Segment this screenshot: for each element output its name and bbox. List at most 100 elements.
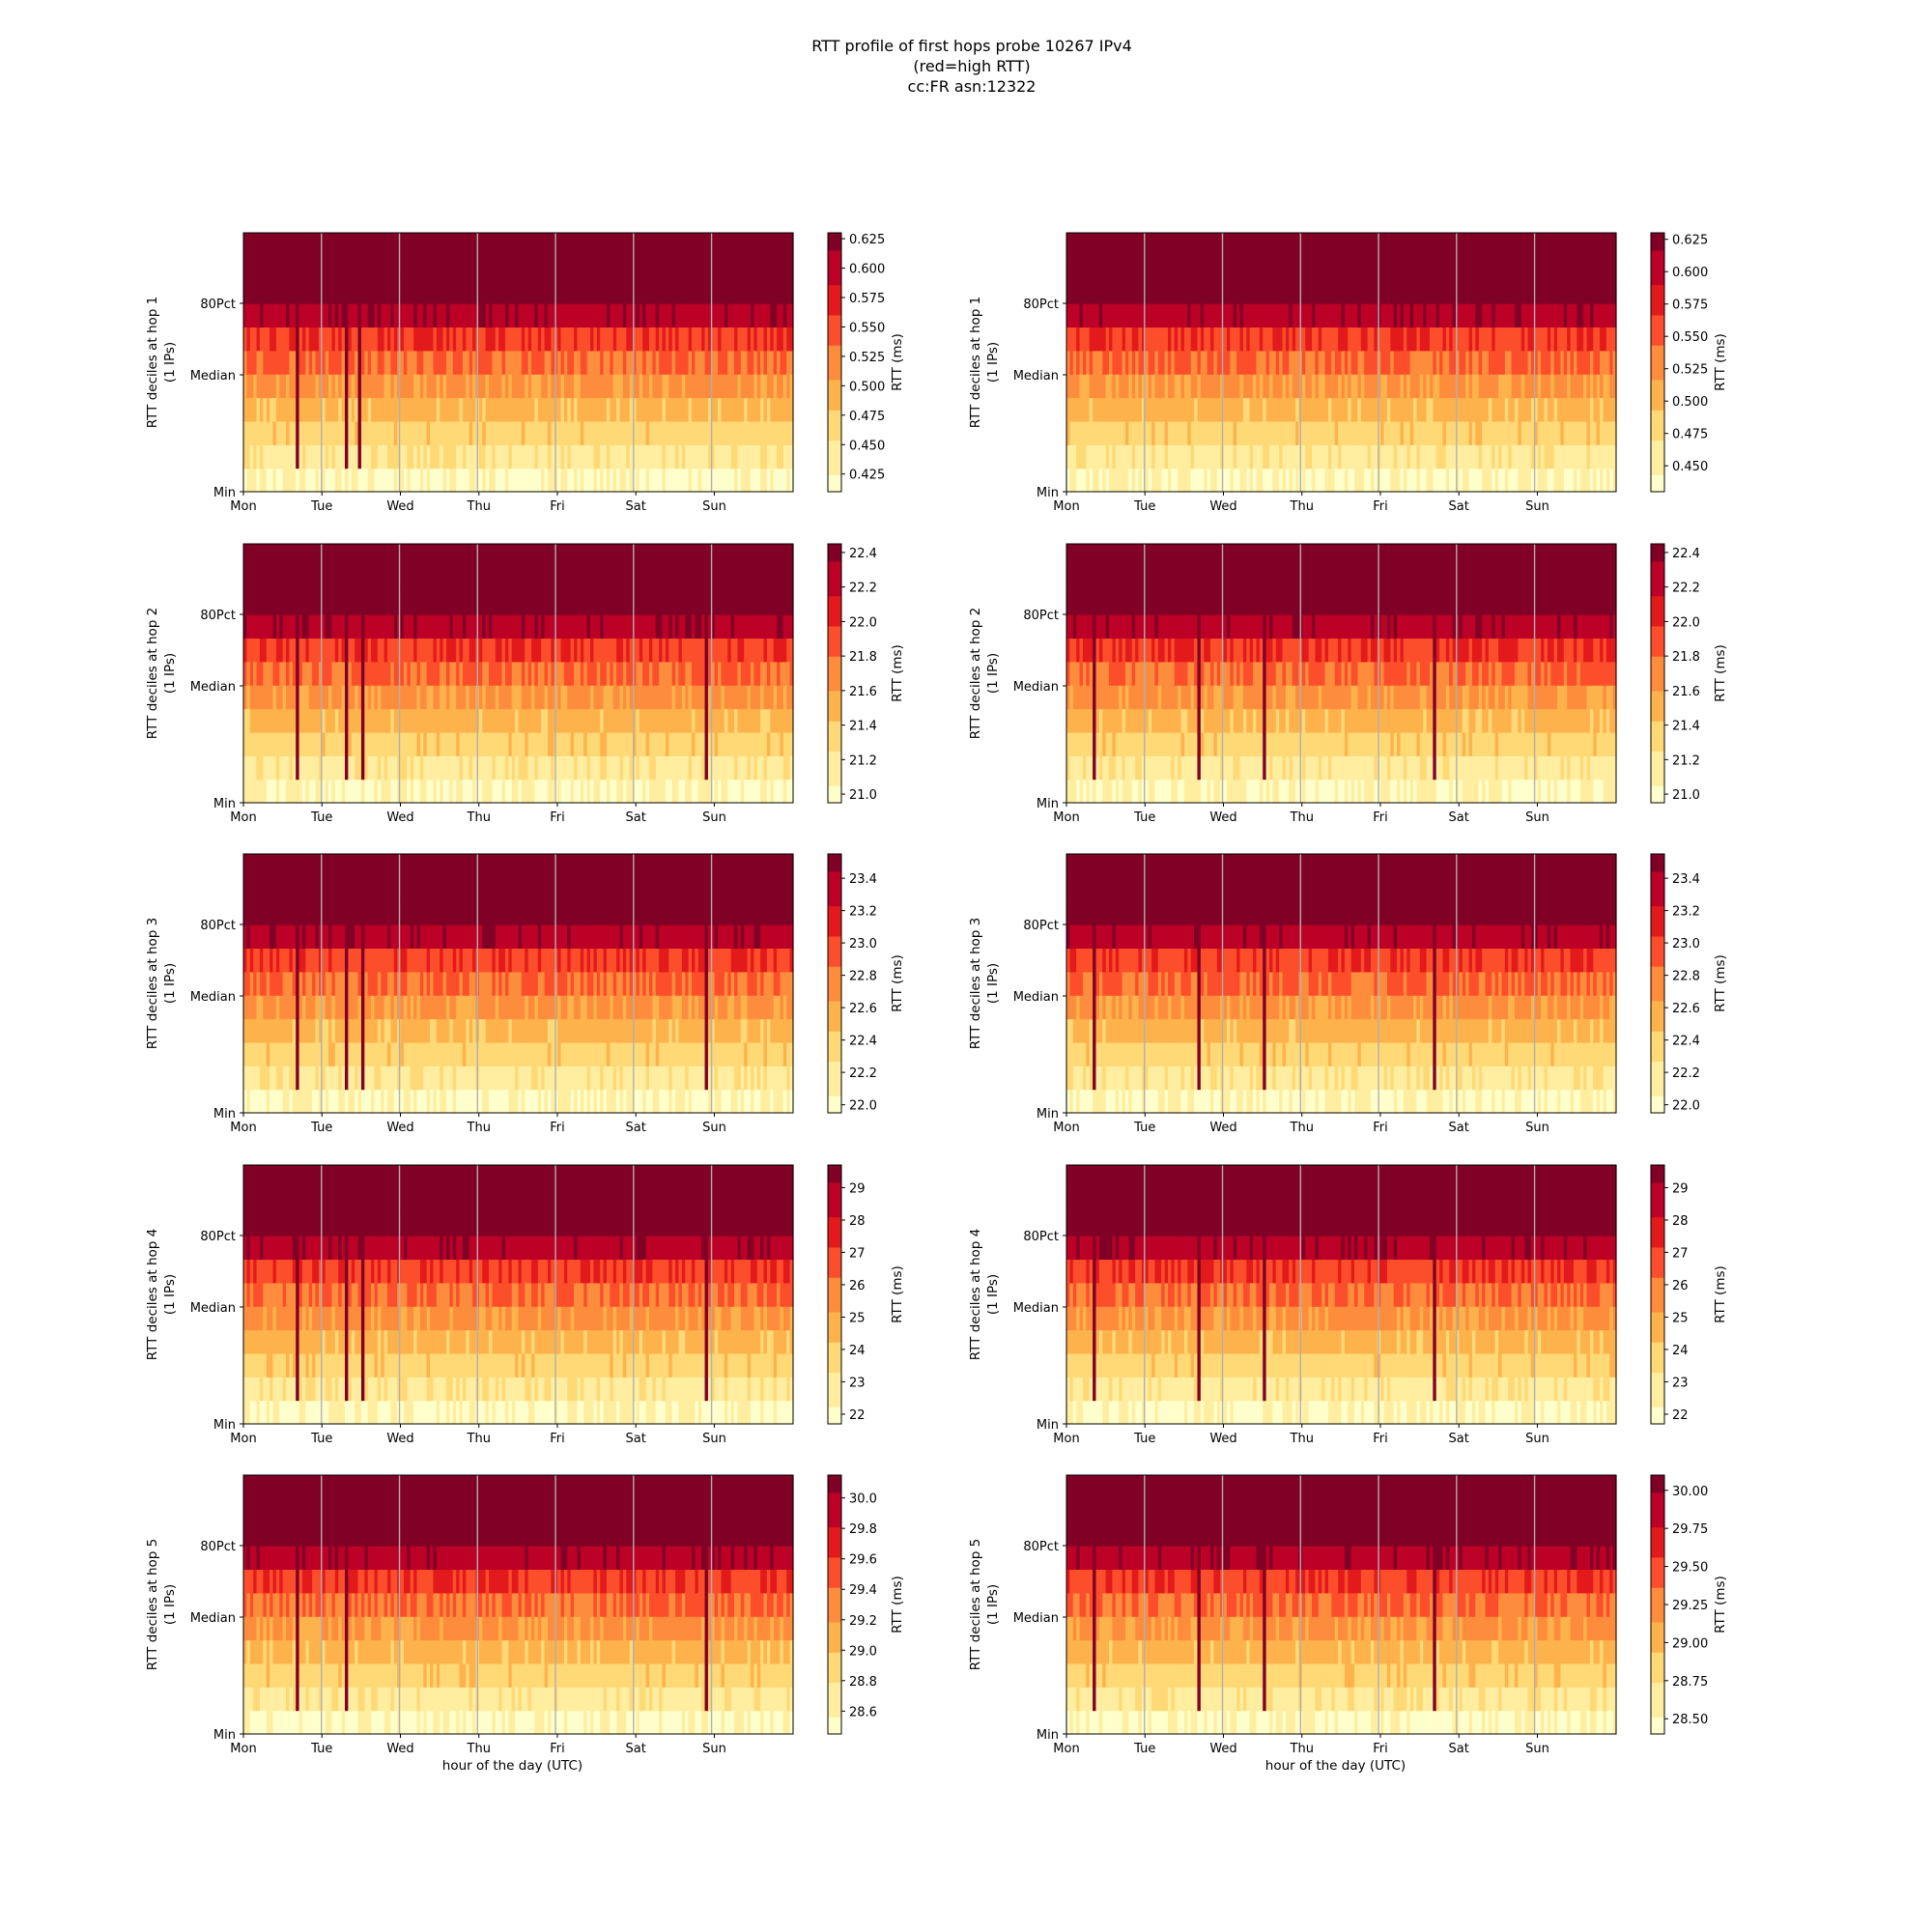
- heat-cell: [744, 279, 749, 304]
- heat-cell: [1406, 397, 1411, 422]
- heat-cell: [1600, 327, 1605, 352]
- heat-cell: [384, 420, 388, 445]
- heat-cell: [1530, 420, 1535, 445]
- heat-cell: [619, 397, 624, 422]
- heat-cell: [445, 567, 450, 592]
- heat-cell: [445, 685, 450, 710]
- heat-cell: [1612, 420, 1617, 445]
- heat-cell: [322, 420, 327, 445]
- heat-cell: [1390, 420, 1395, 445]
- heat-cell: [1102, 327, 1107, 352]
- heat-cell: [413, 256, 418, 281]
- heat-cell: [459, 567, 464, 592]
- heat-cell: [266, 256, 270, 281]
- heat-cell: [1605, 233, 1610, 257]
- heat-cell: [1397, 327, 1402, 352]
- heat-cell: [1397, 233, 1402, 257]
- heat-cell: [521, 397, 526, 422]
- heat-cell: [544, 374, 549, 399]
- heat-cell: [1409, 327, 1414, 352]
- heat-cell: [449, 567, 454, 592]
- heat-cell: [249, 420, 254, 445]
- heat-cell: [1161, 233, 1166, 257]
- colorbar-step: [1651, 233, 1664, 239]
- heat-cell: [551, 279, 555, 304]
- heat-cell: [377, 374, 382, 399]
- heat-cell: [462, 444, 467, 469]
- heat-cell: [348, 614, 353, 639]
- heat-cell: [1148, 303, 1152, 328]
- heat-cell: [721, 420, 725, 445]
- heat-cell: [1154, 420, 1159, 445]
- heat-cell: [1560, 397, 1565, 422]
- heat-cell: [1557, 256, 1562, 281]
- heat-cell: [351, 731, 355, 756]
- heat-cell: [544, 279, 549, 304]
- heat-cell: [688, 468, 693, 493]
- colorbar-step: [828, 280, 841, 286]
- heat-cell: [1596, 397, 1601, 422]
- heat-cell: [1305, 444, 1310, 469]
- colorbar-step: [828, 301, 841, 307]
- heat-cell: [322, 755, 327, 781]
- heat-cell: [393, 708, 398, 733]
- heat-cell: [1452, 420, 1457, 445]
- heat-cell: [1178, 444, 1182, 469]
- heat-cell: [1494, 350, 1499, 375]
- heat-cell: [1109, 303, 1114, 328]
- heat-cell: [504, 685, 509, 710]
- heat-cell: [1102, 468, 1107, 493]
- heat-cell: [279, 468, 284, 493]
- heat-cell: [648, 397, 653, 422]
- heat-cell: [1478, 350, 1483, 375]
- heat-cell: [478, 397, 483, 422]
- heat-cell: [469, 685, 473, 710]
- heat-cell: [433, 638, 438, 663]
- heat-cell: [1253, 256, 1258, 281]
- heat-cell: [1157, 350, 1162, 375]
- heat-cell: [1583, 279, 1588, 304]
- heat-cell: [1579, 233, 1584, 257]
- heat-cell: [1308, 327, 1313, 352]
- heat-cell: [1435, 303, 1440, 328]
- heat-cell: [1263, 279, 1267, 304]
- heat-cell: [286, 444, 291, 469]
- heat-cell: [436, 233, 440, 257]
- heat-cell: [508, 731, 513, 756]
- heat-cell: [331, 685, 336, 710]
- heat-cell: [541, 420, 546, 445]
- heat-cell: [557, 614, 562, 639]
- heat-cell: [747, 397, 752, 422]
- heat-cell: [456, 303, 461, 328]
- heat-cell: [495, 590, 499, 615]
- heat-cell: [782, 279, 787, 304]
- heat-cell: [351, 279, 355, 304]
- heat-cell: [1151, 350, 1156, 375]
- heat-cell: [1504, 233, 1509, 257]
- heat-cell: [318, 708, 323, 733]
- heat-cell: [665, 420, 669, 445]
- heat-cell: [1406, 303, 1411, 328]
- heat-cell: [1207, 350, 1211, 375]
- heat-cell: [1609, 327, 1614, 352]
- heat-cell: [675, 350, 680, 375]
- heat-cell: [1079, 420, 1084, 445]
- heat-cell: [1465, 374, 1470, 399]
- heat-cell: [492, 420, 497, 445]
- heat-cell: [557, 731, 562, 756]
- colorbar-tick-label: 0.575: [849, 292, 885, 306]
- heat-cell: [259, 755, 264, 781]
- heat-cell: [534, 590, 539, 615]
- heat-cell: [1253, 350, 1258, 375]
- heat-cell: [298, 350, 303, 375]
- heat-cell: [1259, 374, 1264, 399]
- heat-cell: [292, 327, 297, 352]
- heat-cell: [426, 685, 431, 710]
- colorbar-step: [828, 483, 841, 489]
- heat-cell: [714, 397, 719, 422]
- colorbar-step: [1651, 336, 1664, 342]
- heat-cell: [501, 638, 506, 663]
- heat-cell: [1204, 327, 1208, 352]
- heat-cell: [1360, 468, 1365, 493]
- heat-cell: [296, 661, 300, 686]
